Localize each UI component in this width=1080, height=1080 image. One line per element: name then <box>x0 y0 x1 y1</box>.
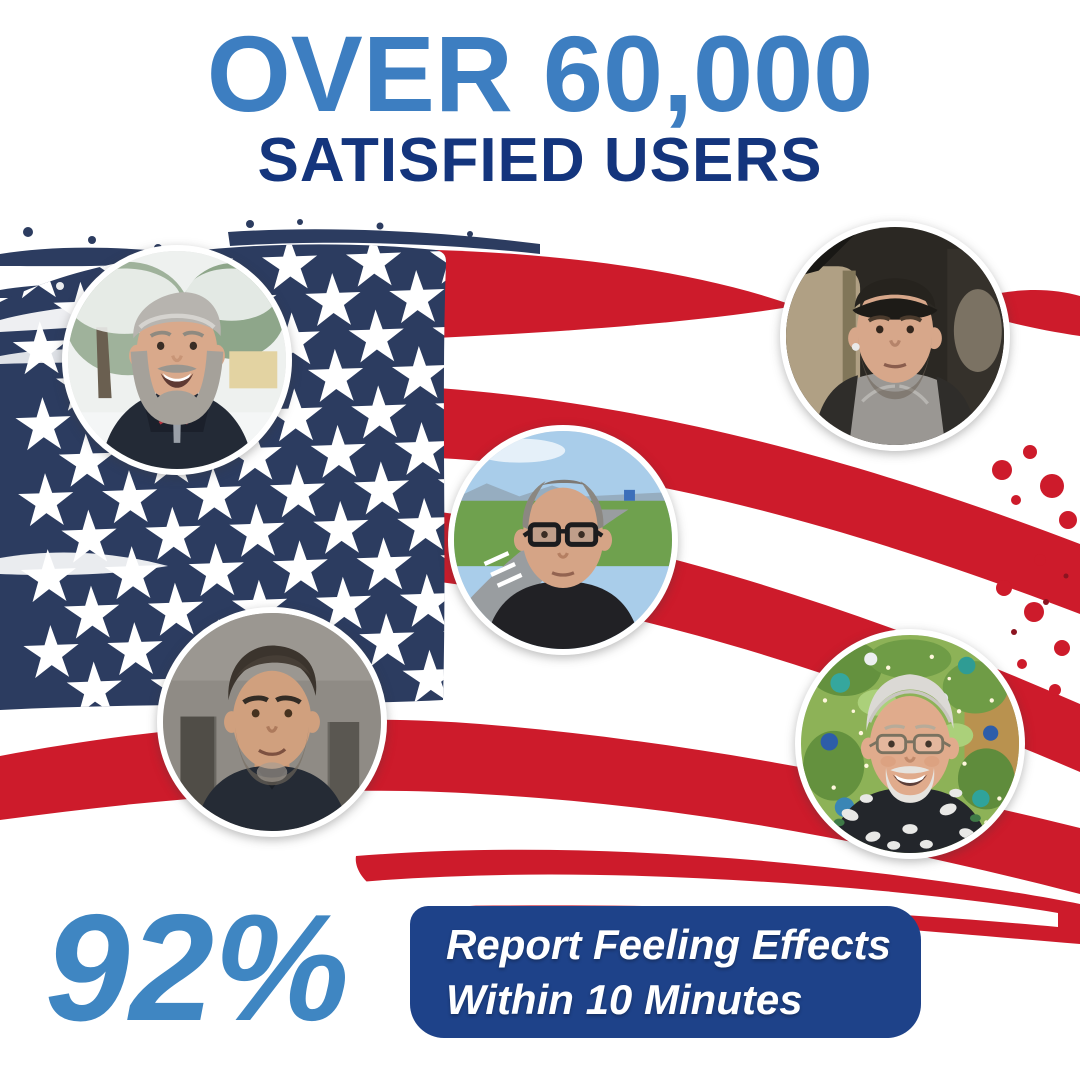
avatar-photo-christmas-tree-man <box>801 635 1019 853</box>
stat-badge-line-1: Report Feeling Effects <box>446 921 891 968</box>
stat-badge: Report Feeling Effects Within 10 Minutes <box>410 906 921 1038</box>
flag-splatter-dark <box>1011 573 1069 635</box>
avatar-1-snowy-beard-man <box>62 245 292 475</box>
avatar-2-cap-car-man <box>780 221 1010 451</box>
avatar-photo-glasses-road-man <box>454 431 672 649</box>
avatar-4-dark-hair-man <box>157 607 387 837</box>
headline-satisfied-users: SATISFIED USERS <box>257 126 823 195</box>
avatar-photo-snowy-beard-man <box>68 251 286 469</box>
avatar-photo-cap-car-man <box>786 227 1004 445</box>
flag-white-brush-slash <box>250 874 1058 927</box>
headline-users-count: OVER 60,000 <box>206 13 874 134</box>
stat-badge-line-2: Within 10 Minutes <box>446 976 803 1023</box>
stat-percentage: 92% <box>45 883 350 1053</box>
avatar-3-glasses-road-man <box>448 425 678 655</box>
avatar-photo-dark-hair-man <box>163 613 381 831</box>
avatar-5-christmas-tree-man <box>795 629 1025 859</box>
